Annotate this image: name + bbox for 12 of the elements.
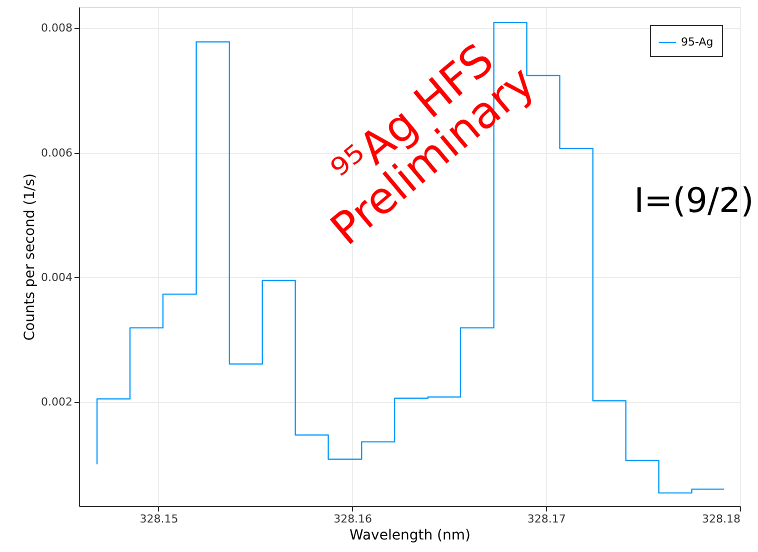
y-tick-label: 0.004 bbox=[41, 270, 72, 284]
x-tick-label: 328.15 bbox=[140, 512, 178, 526]
x-axis-title: Wavelength (nm) bbox=[350, 528, 470, 544]
y-tick-label: 0.008 bbox=[41, 22, 72, 35]
x-tick-label: 328.18 bbox=[702, 512, 740, 526]
x-tick-label: 328.16 bbox=[334, 512, 372, 526]
y-tick-label: 0.006 bbox=[41, 146, 72, 160]
x-tick-label: 328.17 bbox=[527, 512, 566, 526]
y-axis-title: Counts per second (1/s) bbox=[22, 173, 38, 341]
annotation: I=(9/2) bbox=[634, 181, 754, 221]
y-tick-label: 0.002 bbox=[41, 395, 72, 408]
legend-label: 95-Ag bbox=[681, 36, 714, 48]
